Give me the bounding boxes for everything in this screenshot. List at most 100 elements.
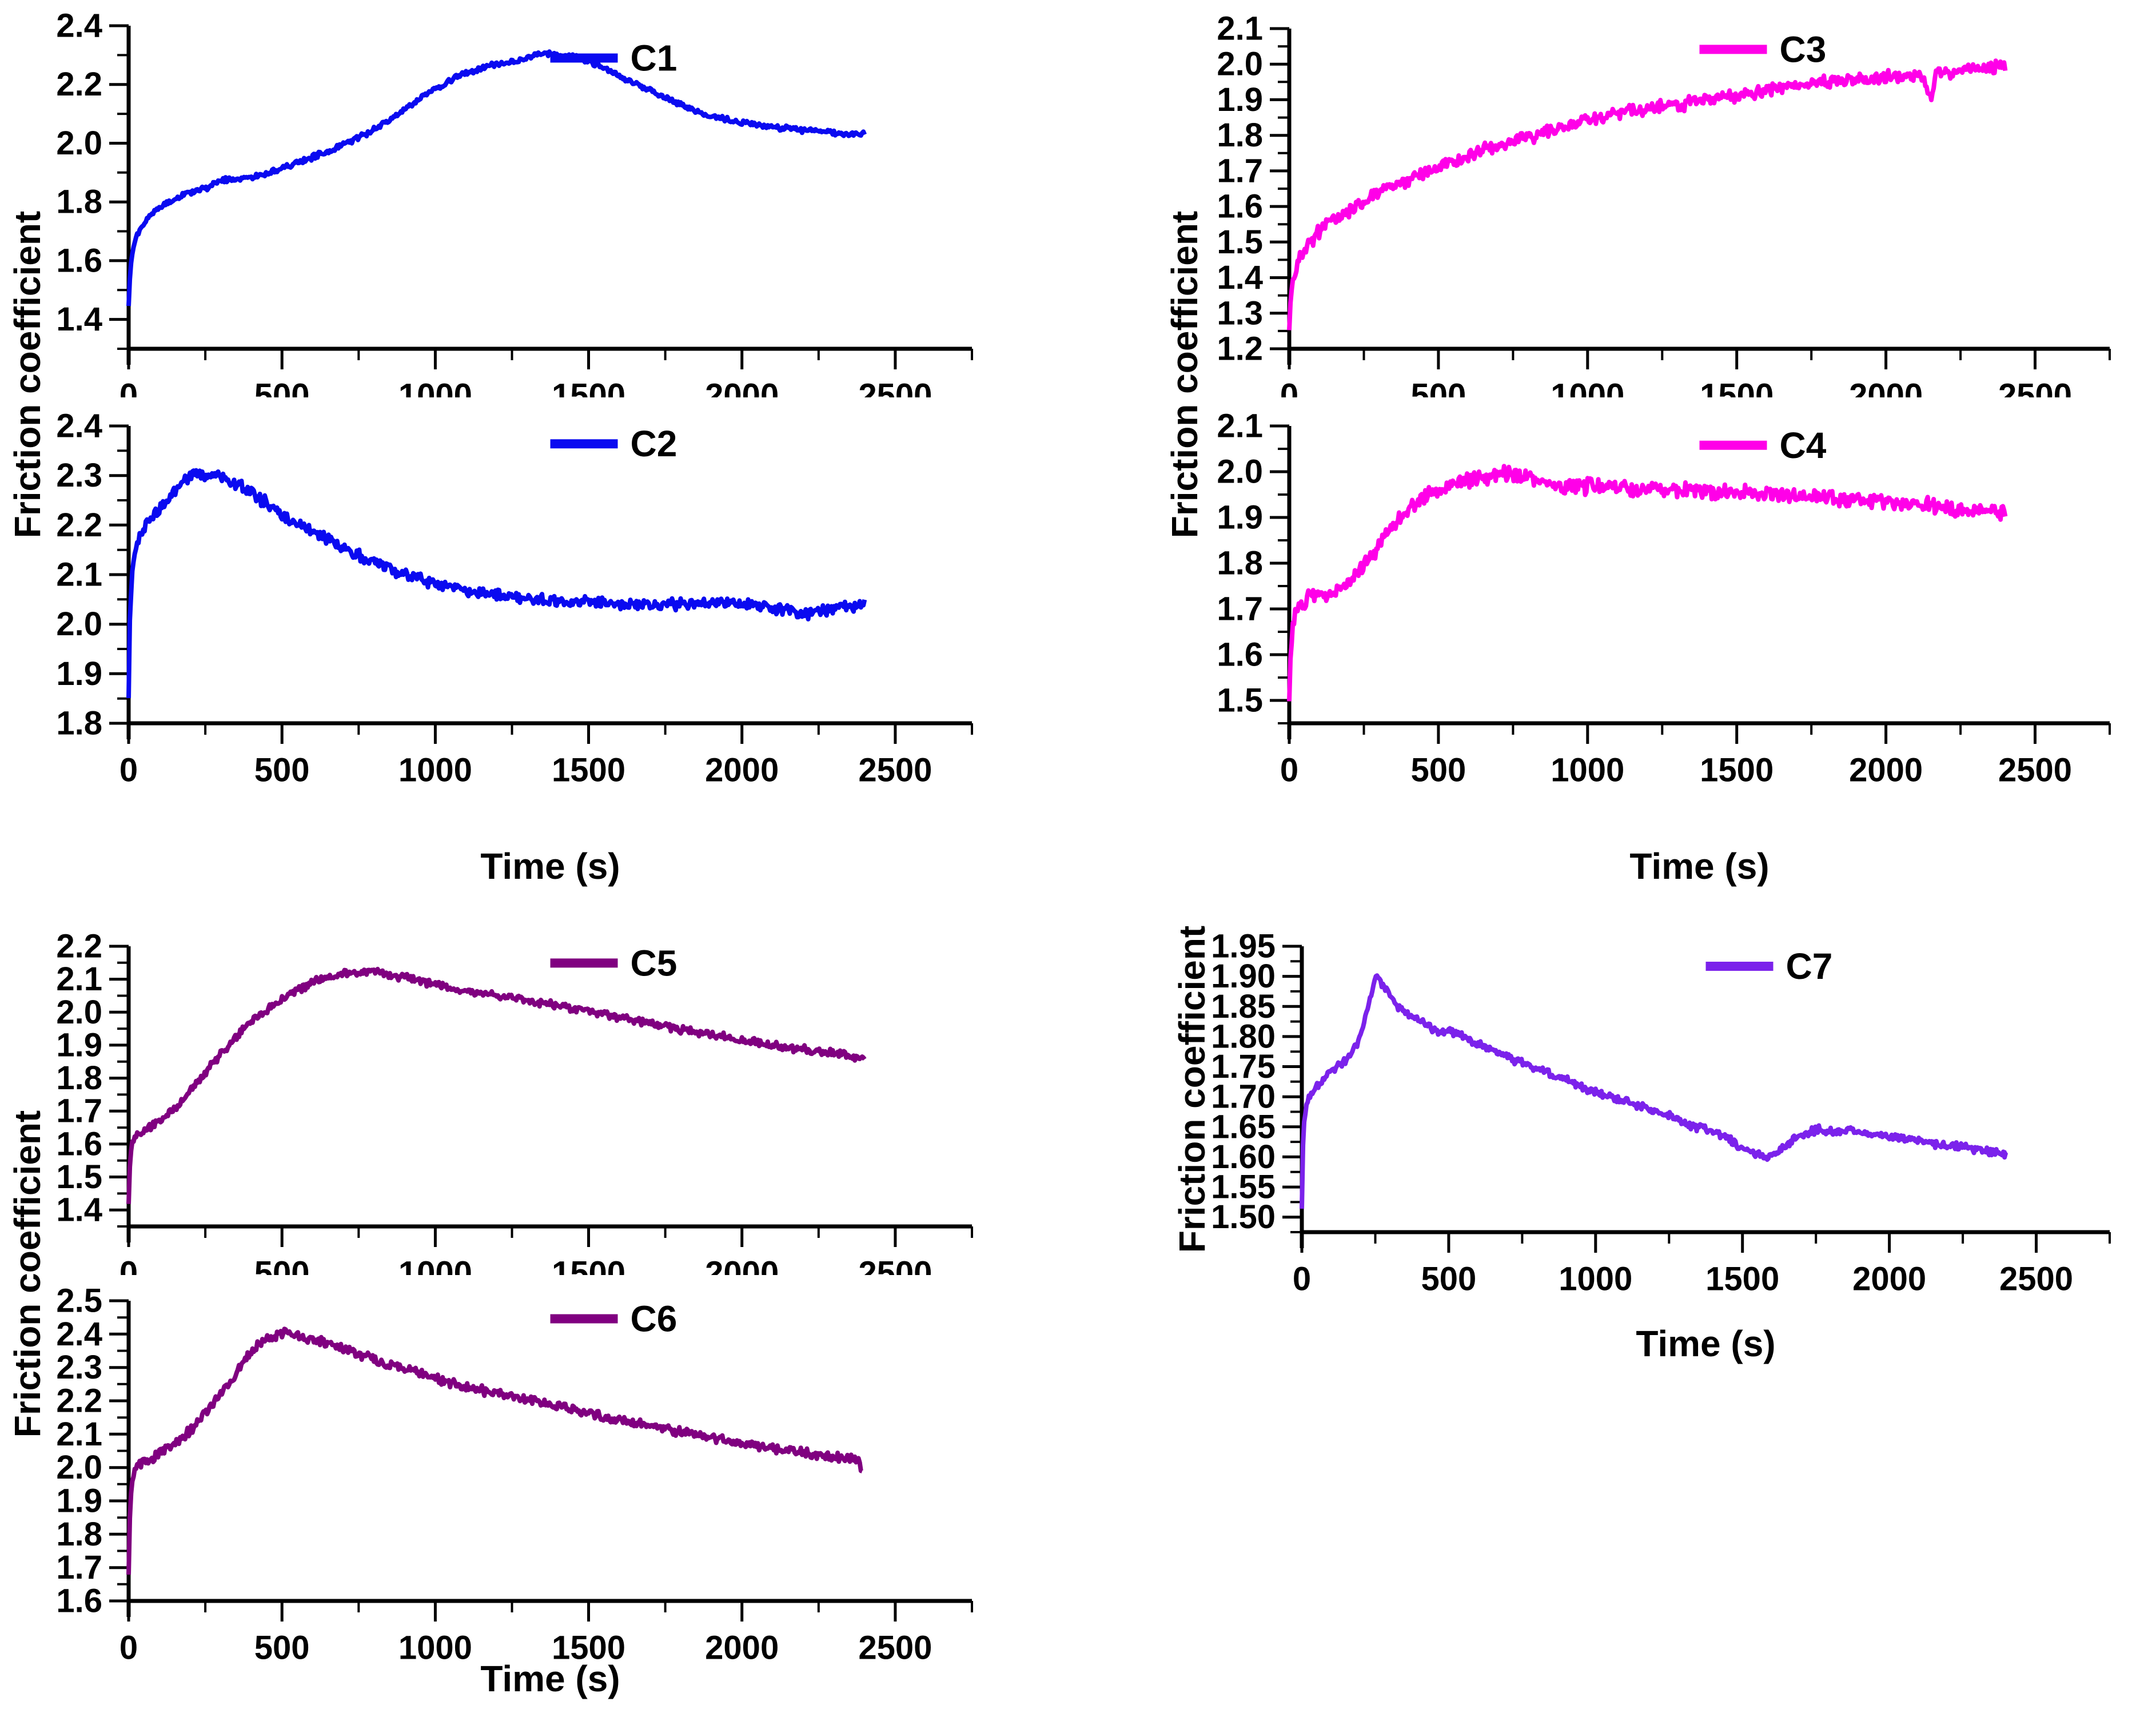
y-tick-label: 1.90 xyxy=(1211,958,1276,995)
x-tick-label: 1000 xyxy=(398,377,472,398)
chart-c5: 1.4 1.5 1.6 1.7 1.8 1.9 2.0 2.1 2.2 0 500 1000 1500 2… xyxy=(31,921,1003,1275)
chart-svg-C1: 1.4 1.6 1.8 2.0 2.2 2.4 0 500 1000 1500 2000 2500 C1 xyxy=(56,7,973,398)
y-tick-label: 1.75 xyxy=(1211,1048,1276,1085)
x-tick-label: 2000 xyxy=(1849,377,1923,398)
y-tick-label: 2.2 xyxy=(56,66,102,103)
y-tick-label: 1.6 xyxy=(1217,636,1263,674)
y-tick-label: 1.6 xyxy=(56,242,102,279)
y-tick-label: 2.0 xyxy=(1217,453,1263,491)
x-tick-label: 2000 xyxy=(705,377,779,398)
y-tick-label: 2.4 xyxy=(56,1316,102,1353)
y-tick-label: 1.80 xyxy=(1211,1018,1276,1055)
y-tick-label: 2.5 xyxy=(56,1282,102,1320)
x-tick-label: 2000 xyxy=(705,1255,779,1276)
chart-c4: 1.5 1.6 1.7 1.8 1.9 2.0 2.1 0 500 1000 1500 2000 250… xyxy=(1166,400,2138,901)
series-C5 xyxy=(126,966,867,1204)
x-tick-label: 500 xyxy=(254,1255,310,1276)
x-tick-label: 1000 xyxy=(398,752,472,789)
y-tick-label: 1.2 xyxy=(1217,330,1263,368)
chart-c2: 1.8 1.9 2.0 2.1 2.2 2.3 2.4 0 500 1000 1500 2000 250… xyxy=(31,400,1003,901)
legend-label: C6 xyxy=(631,1298,678,1340)
y-tick-label: 1.8 xyxy=(56,1059,102,1097)
y-tick-label: 2.1 xyxy=(1217,10,1263,47)
x-tick-label: 1500 xyxy=(552,752,625,789)
x-tick-label: 2500 xyxy=(1998,377,2072,398)
x-tick-label: 500 xyxy=(254,377,310,398)
x-tick-label: 1000 xyxy=(398,1630,472,1667)
y-tick-label: 1.9 xyxy=(56,1026,102,1063)
y-tick-label: 2.0 xyxy=(56,1449,102,1486)
y-tick-label: 1.4 xyxy=(1217,259,1263,296)
y-tick-label: 2.1 xyxy=(56,556,102,593)
y-tick-label: 2.1 xyxy=(1217,408,1263,445)
x-tick-label: 500 xyxy=(254,1630,310,1667)
x-tick-label: 1000 xyxy=(398,1255,472,1276)
x-tick-label: 1000 xyxy=(1551,377,1624,398)
y-tick-label: 1.65 xyxy=(1211,1108,1276,1145)
y-tick-label: 1.5 xyxy=(56,1158,102,1196)
chart-svg-C7: 1.501.551.601.651.701.751.801.851.901.95… xyxy=(1211,928,2111,1364)
chart-svg-C6: 1.61.71.81.92.02.12.22.32.42.5 0 500 1000 15… xyxy=(56,1282,973,1699)
x-tick-label: 1500 xyxy=(1700,752,1774,789)
x-tick-label: 2500 xyxy=(858,1630,932,1667)
y-tick-label: 1.7 xyxy=(56,1549,102,1586)
x-tick-label: 2000 xyxy=(705,752,779,789)
y-tick-label: 1.7 xyxy=(1217,591,1263,628)
x-tick-label: 0 xyxy=(1280,752,1298,789)
y-tick-label: 1.9 xyxy=(1217,81,1263,118)
x-tick-label: 500 xyxy=(1421,1261,1477,1298)
y-tick-label: 1.8 xyxy=(56,705,102,742)
x-tick-label: 500 xyxy=(1411,752,1466,789)
x-tick-label: 1500 xyxy=(552,1630,625,1667)
series-C4 xyxy=(1287,464,2008,702)
x-tick-label: 0 xyxy=(119,752,138,789)
chart-svg-C3: 1.21.31.41.51.61.71.81.92.02.1 0 500 1000 15… xyxy=(1217,10,2111,398)
series-C1 xyxy=(126,49,867,306)
y-tick-label: 1.3 xyxy=(1217,294,1263,332)
y-tick-label: 2.2 xyxy=(56,928,102,965)
chart-c3: 1.2 1.3 1.4 1.5 1.6 1.7 1.8 1.9 2.0 2.1 0 500 1000 15… xyxy=(1166,3,2138,397)
x-tick-label: 2500 xyxy=(858,1255,932,1276)
x-tick-label: 1000 xyxy=(1551,752,1624,789)
y-tick-label: 1.5 xyxy=(1217,682,1263,719)
x-axis-label: Time (s) xyxy=(480,1658,620,1699)
x-tick-label: 1500 xyxy=(552,377,625,398)
y-tick-label: 2.0 xyxy=(1217,46,1263,83)
legend-label: C1 xyxy=(631,38,678,79)
chart-svg-C5: 1.41.51.61.71.81.92.02.12.2 0 500 1000 1500 2… xyxy=(56,928,973,1276)
y-tick-label: 1.6 xyxy=(56,1583,102,1620)
y-tick-label: 2.2 xyxy=(56,1383,102,1420)
x-tick-label: 2500 xyxy=(858,377,932,398)
y-tick-label: 2.1 xyxy=(56,961,102,998)
y-tick-label: 1.6 xyxy=(56,1125,102,1162)
y-tick-label: 1.4 xyxy=(56,1192,102,1229)
y-tick-label: 2.4 xyxy=(56,408,102,445)
x-tick-label: 0 xyxy=(1280,377,1298,398)
y-tick-label: 1.6 xyxy=(1217,188,1263,225)
x-tick-label: 2500 xyxy=(858,752,932,789)
y-tick-label: 2.2 xyxy=(56,507,102,544)
x-tick-label: 1500 xyxy=(1705,1261,1779,1298)
x-tick-label: 1500 xyxy=(552,1255,625,1276)
x-tick-label: 1500 xyxy=(1700,377,1774,398)
x-axis-label: Time (s) xyxy=(1629,846,1769,887)
legend-label: C7 xyxy=(1786,946,1833,987)
y-tick-label: 1.9 xyxy=(56,1483,102,1520)
chart-svg-C4: 1.5 1.6 1.7 1.8 1.9 2.0 2.1 0 500 1000 1500 2000 250… xyxy=(1217,408,2111,887)
y-tick-label: 1.85 xyxy=(1211,988,1276,1025)
x-tick-label: 2500 xyxy=(1998,752,2072,789)
x-tick-label: 2000 xyxy=(1849,752,1923,789)
legend-label: C2 xyxy=(631,423,678,464)
x-tick-label: 1000 xyxy=(1559,1261,1632,1298)
x-tick-label: 0 xyxy=(1293,1261,1311,1298)
y-tick-label: 2.3 xyxy=(56,457,102,494)
y-tick-label: 1.8 xyxy=(56,184,102,221)
x-axis-label: Time (s) xyxy=(480,846,620,887)
legend-label: C5 xyxy=(631,942,678,983)
y-tick-label: 1.7 xyxy=(1217,152,1263,189)
y-tick-label: 1.50 xyxy=(1211,1198,1276,1236)
x-tick-label: 2500 xyxy=(1999,1261,2073,1298)
y-tick-label: 1.5 xyxy=(1217,224,1263,261)
x-tick-label: 500 xyxy=(254,752,310,789)
